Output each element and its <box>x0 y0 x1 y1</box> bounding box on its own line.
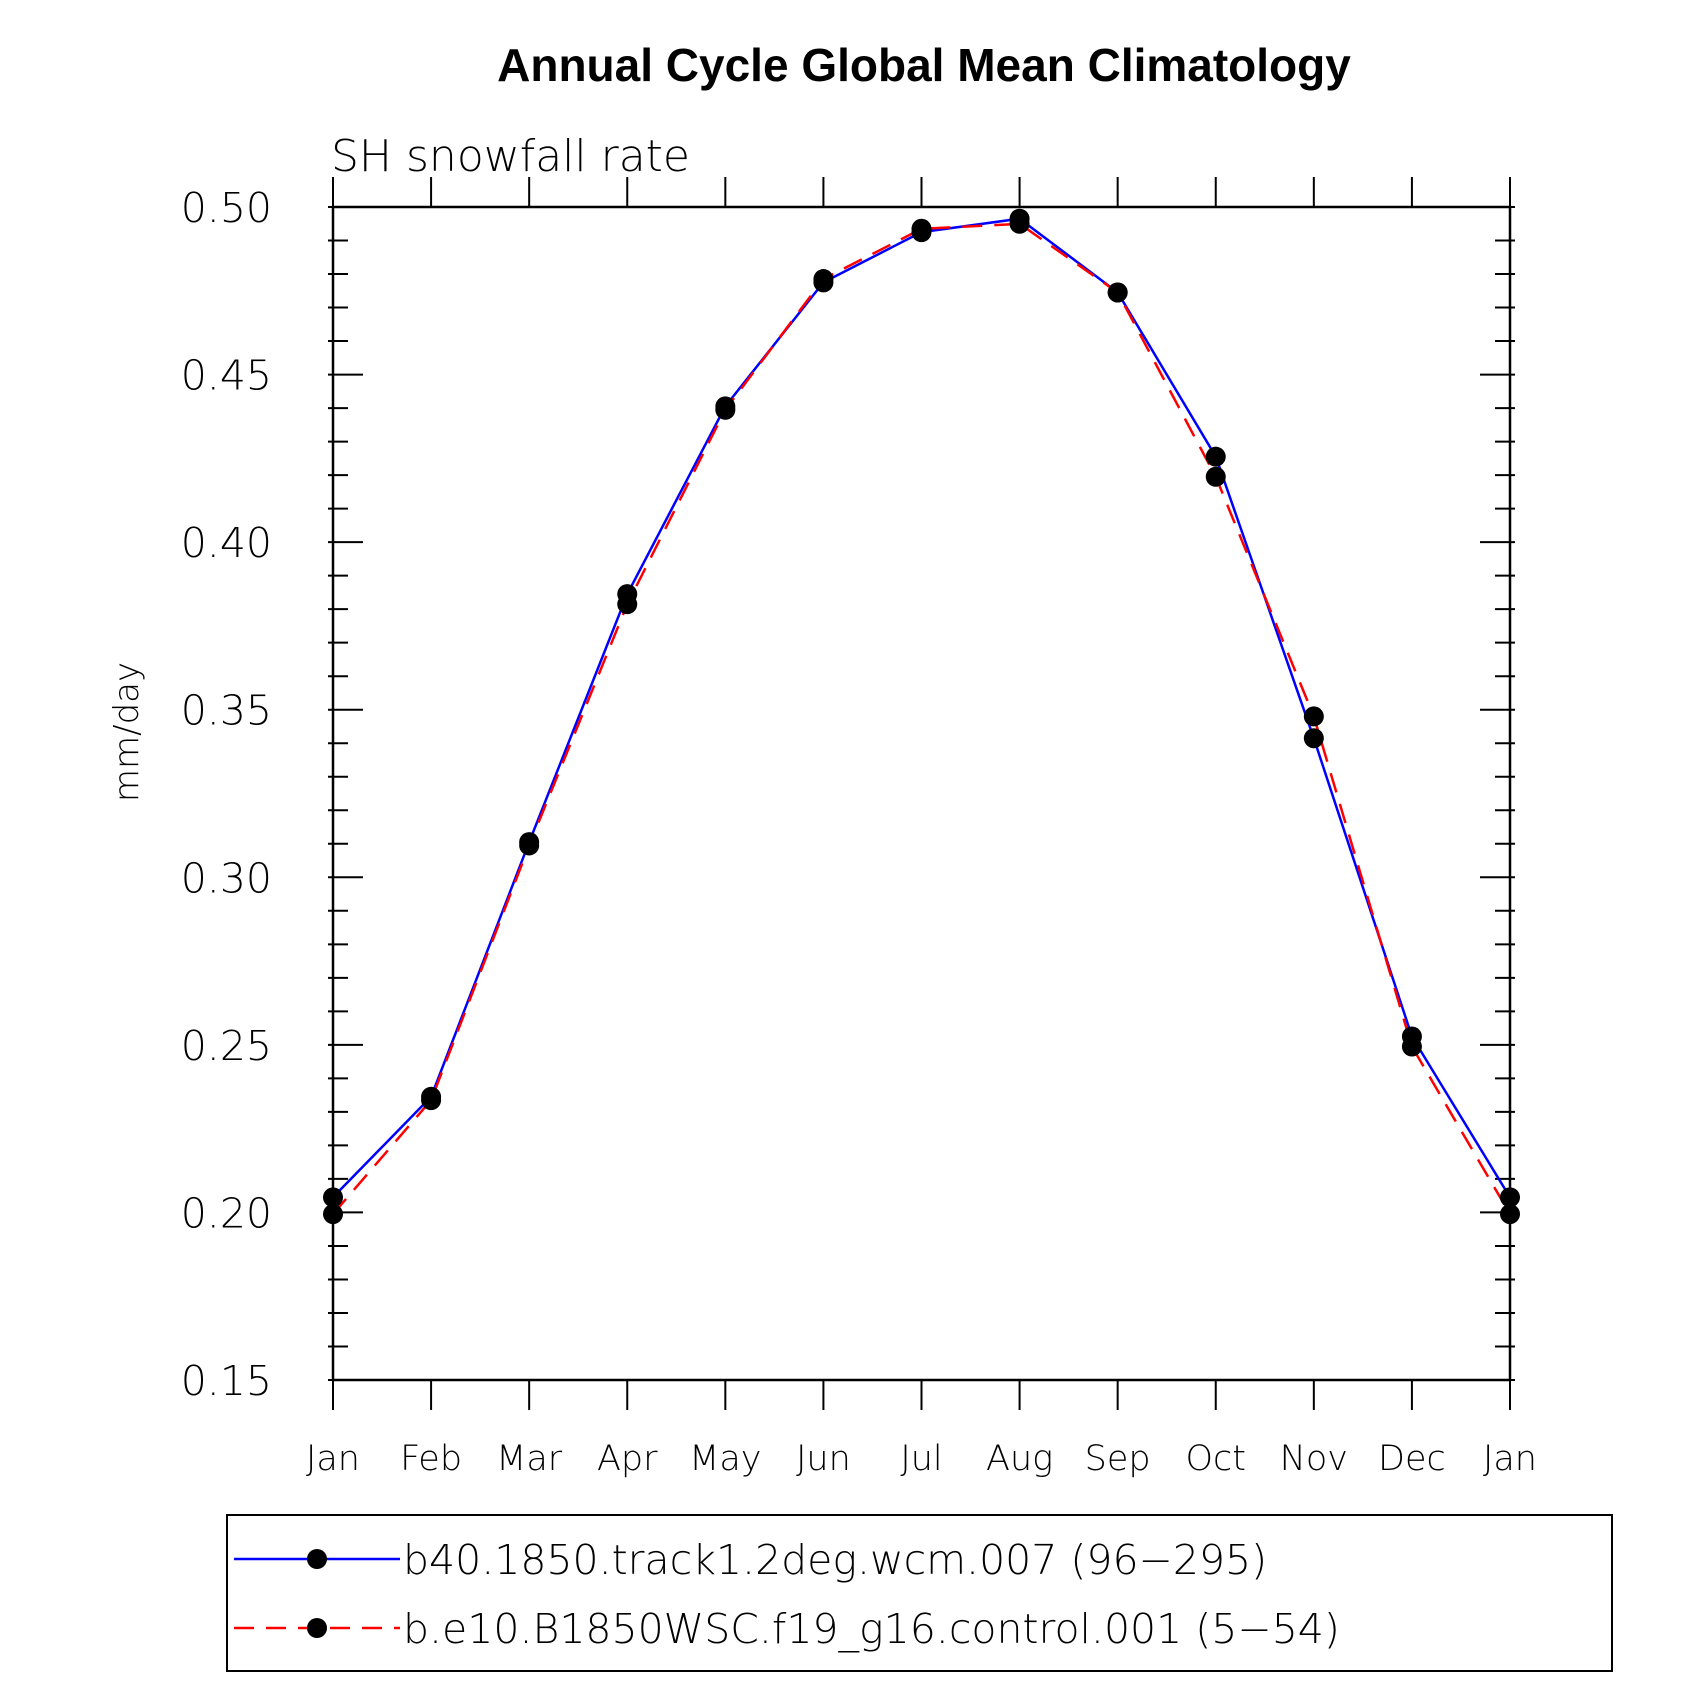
legend: b40.1850.track1.2deg.wcm.007 (96−295) b.… <box>226 1514 1613 1672</box>
data-point <box>1205 466 1226 487</box>
y-axis-label: mm/day <box>107 662 147 802</box>
axis-ticks <box>328 177 1515 1410</box>
x-tick-label: Apr <box>597 1439 658 1479</box>
data-point <box>1107 282 1128 303</box>
legend-box <box>226 1514 1613 1672</box>
legend-label-blue: b40.1850.track1.2deg.wcm.007 (96−295) <box>403 1536 1267 1584</box>
legend-marker-blue <box>307 1549 327 1569</box>
y-tick-label: 0.20 <box>181 1189 272 1237</box>
y-tick-label: 0.25 <box>181 1022 272 1070</box>
x-tick-label: Feb <box>400 1439 462 1479</box>
x-tick-label: Mar <box>496 1439 563 1479</box>
y-tick-label: 0.45 <box>181 352 272 400</box>
data-point <box>813 269 834 290</box>
plot-frame <box>331 205 1512 1382</box>
data-point <box>1401 1036 1422 1057</box>
series-line-1 <box>332 222 1512 1215</box>
x-tick-label: Nov <box>1280 1439 1348 1479</box>
data-point <box>1303 728 1324 749</box>
x-tick-label: Jan <box>1483 1439 1537 1479</box>
x-tick-label: Sep <box>1085 1439 1151 1479</box>
y-tick-label: 0.40 <box>181 519 272 567</box>
series-line-0 <box>332 217 1512 1199</box>
data-point <box>1009 213 1030 234</box>
legend-label-red: b.e10.B1850WSC.f19_g16.control.001 (5−54… <box>403 1605 1340 1653</box>
x-tick-label: May <box>689 1439 761 1479</box>
data-point <box>1303 706 1324 727</box>
data-point <box>421 1090 442 1111</box>
legend-marker-red <box>307 1618 327 1638</box>
chart-title: Annual Cycle Global Mean Climatology <box>497 39 1351 91</box>
y-tick-labels: 0.15 0.20 0.25 0.30 0.35 0.40 0.45 0.50 <box>181 184 272 1405</box>
data-point <box>1205 446 1226 467</box>
x-tick-label: Dec <box>1378 1439 1446 1479</box>
x-tick-label: Jan <box>306 1439 360 1479</box>
x-tick-label: Jul <box>900 1439 942 1479</box>
x-tick-label: Aug <box>986 1439 1053 1479</box>
series-layer <box>323 208 1520 1225</box>
x-tick-label: Jun <box>796 1439 851 1479</box>
chart-subtitle: SH snowfall rate <box>331 131 690 182</box>
y-tick-label: 0.50 <box>181 184 272 232</box>
y-tick-label: 0.30 <box>181 854 272 902</box>
data-point <box>519 835 540 856</box>
x-tick-label: Oct <box>1185 1439 1246 1479</box>
data-point <box>617 594 638 615</box>
y-tick-label: 0.15 <box>181 1357 272 1405</box>
data-point <box>715 399 736 420</box>
data-point <box>911 218 932 239</box>
y-tick-label: 0.35 <box>181 687 272 735</box>
x-tick-labels: Jan Feb Mar Apr May Jun Jul Aug Sep Oct Nov Dec Jan <box>306 1439 1537 1479</box>
